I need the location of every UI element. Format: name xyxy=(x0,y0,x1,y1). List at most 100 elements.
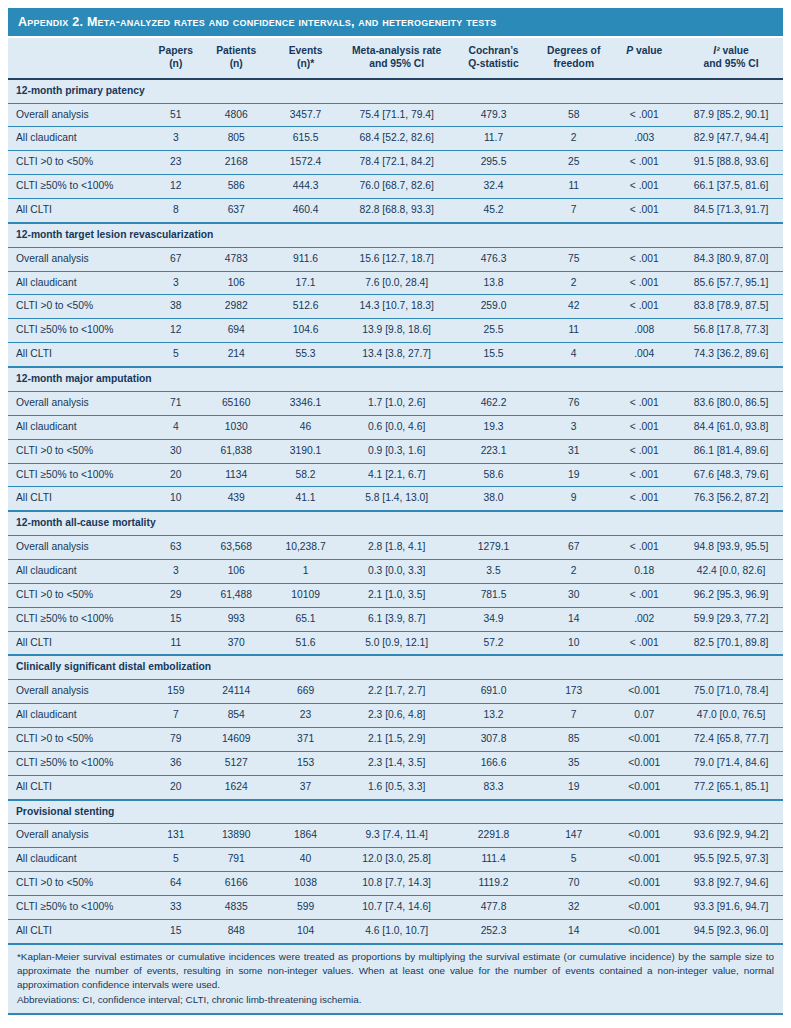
cell-df: 3 xyxy=(538,415,609,439)
cell-i2: 66.1 [37.5, 81.6] xyxy=(679,175,783,199)
cell-papers: 67 xyxy=(146,247,206,271)
cell-rate: 82.8 [68.8, 93.3] xyxy=(344,199,449,223)
cell-events: 3457.7 xyxy=(267,103,345,127)
cell-df: 19 xyxy=(538,775,609,799)
cell-events: 58.2 xyxy=(267,463,345,487)
cell-df: 32 xyxy=(538,895,609,919)
cell-patients: 5127 xyxy=(206,751,267,775)
cell-df: 14 xyxy=(538,607,609,631)
table-row: All claudicant41030460.6 [0.0, 4.6]19.33… xyxy=(8,415,783,439)
table-row: Overall analysis674783911.615.6 [12.7, 1… xyxy=(8,247,783,271)
cell-rate: 12.0 [3.0, 25.8] xyxy=(344,848,449,872)
cell-label: Overall analysis xyxy=(8,103,146,127)
cell-df: 70 xyxy=(538,872,609,896)
cell-p: .004 xyxy=(609,343,679,367)
cell-q: 1279.1 xyxy=(449,536,538,560)
cell-p: < .001 xyxy=(609,175,679,199)
section-header-row: 12-month all-cause mortality xyxy=(8,511,783,535)
cell-q: 32.4 xyxy=(449,175,538,199)
cell-rate: 2.3 [1.4, 3.5] xyxy=(344,751,449,775)
cell-rate: 5.0 [0.9, 12.1] xyxy=(344,631,449,655)
cell-patients: 63,568 xyxy=(206,536,267,560)
cell-patients: 13890 xyxy=(206,824,267,848)
cell-patients: 14609 xyxy=(206,727,267,751)
cell-papers: 71 xyxy=(146,391,206,415)
cell-label: Overall analysis xyxy=(8,247,146,271)
cell-df: 173 xyxy=(538,680,609,704)
cell-label: Overall analysis xyxy=(8,824,146,848)
cell-rate: 0.3 [0.0, 3.3] xyxy=(344,559,449,583)
cell-events: 153 xyxy=(267,751,345,775)
table-row: All claudicant310610.3 [0.0, 3.3]3.520.1… xyxy=(8,559,783,583)
cell-p: <0.001 xyxy=(609,775,679,799)
table-row: CLTI >0 to <50%382982512.614.3 [10.7, 18… xyxy=(8,295,783,319)
cell-label: CLTI >0 to <50% xyxy=(8,439,146,463)
table-row: All CLTI8637460.482.8 [68.8, 93.3]45.27<… xyxy=(8,199,783,223)
cell-rate: 2.3 [0.6, 4.8] xyxy=(344,704,449,728)
cell-patients: 61,838 xyxy=(206,439,267,463)
cell-p: < .001 xyxy=(609,391,679,415)
cell-df: 2 xyxy=(538,127,609,151)
cell-events: 37 xyxy=(267,775,345,799)
cell-events: 1038 xyxy=(267,872,345,896)
column-header-events: Events (n)* xyxy=(267,38,345,79)
cell-rate: 9.3 [7.4, 11.4] xyxy=(344,824,449,848)
section-header: 12-month all-cause mortality xyxy=(8,511,783,535)
cell-rate: 76.0 [68.7, 82.6] xyxy=(344,175,449,199)
cell-df: 67 xyxy=(538,536,609,560)
cell-q: 57.2 xyxy=(449,631,538,655)
cell-df: 10 xyxy=(538,631,609,655)
cell-label: CLTI >0 to <50% xyxy=(8,295,146,319)
cell-events: 1864 xyxy=(267,824,345,848)
table-row: All claudicant3805615.568.4 [52.2, 82.6]… xyxy=(8,127,783,151)
cell-p: < .001 xyxy=(609,536,679,560)
cell-label: All CLTI xyxy=(8,631,146,655)
table-row: Overall analysis5148063457.775.4 [71.1, … xyxy=(8,103,783,127)
cell-events: 10109 xyxy=(267,583,345,607)
cell-rate: 15.6 [12.7, 18.7] xyxy=(344,247,449,271)
cell-patients: 1030 xyxy=(206,415,267,439)
data-table: Papers (n)Patients (n)Events (n)*Meta-an… xyxy=(8,38,783,943)
cell-q: 25.5 xyxy=(449,319,538,343)
cell-rate: 1.7 [1.0, 2.6] xyxy=(344,391,449,415)
cell-patients: 637 xyxy=(206,199,267,223)
cell-i2: 83.8 [78.9, 87.5] xyxy=(679,295,783,319)
cell-label: All claudicant xyxy=(8,704,146,728)
cell-i2: 56.8 [17.8, 77.3] xyxy=(679,319,783,343)
cell-q: 1119.2 xyxy=(449,872,538,896)
cell-rate: 4.1 [2.1, 6.7] xyxy=(344,463,449,487)
cell-patients: 439 xyxy=(206,487,267,511)
cell-patients: 854 xyxy=(206,704,267,728)
cell-q: 13.2 xyxy=(449,704,538,728)
cell-patients: 65160 xyxy=(206,391,267,415)
cell-p: <0.001 xyxy=(609,919,679,942)
cell-patients: 1624 xyxy=(206,775,267,799)
column-header-q: Cochran’s Q-statistic xyxy=(449,38,538,79)
table-row: All CLTI201624371.6 [0.5, 3.3]83.319<0.0… xyxy=(8,775,783,799)
cell-p: < .001 xyxy=(609,199,679,223)
cell-events: 41.1 xyxy=(267,487,345,511)
cell-i2: 91.5 [88.8, 93.6] xyxy=(679,151,783,175)
cell-label: CLTI >0 to <50% xyxy=(8,872,146,896)
cell-q: 2291.8 xyxy=(449,824,538,848)
column-header-p: P value xyxy=(609,38,679,79)
cell-label: All CLTI xyxy=(8,343,146,367)
cell-p: 0.07 xyxy=(609,704,679,728)
cell-rate: 0.6 [0.0, 4.6] xyxy=(344,415,449,439)
cell-events: 65.1 xyxy=(267,607,345,631)
cell-q: 476.3 xyxy=(449,247,538,271)
footnotes: *Kaplan-Meier survival estimates or cumu… xyxy=(8,943,783,1015)
column-header-patients: Patients (n) xyxy=(206,38,267,79)
cell-events: 23 xyxy=(267,704,345,728)
cell-p: .008 xyxy=(609,319,679,343)
cell-df: 2 xyxy=(538,271,609,295)
cell-events: 460.4 xyxy=(267,199,345,223)
cell-events: 51.6 xyxy=(267,631,345,655)
cell-patients: 4835 xyxy=(206,895,267,919)
cell-patients: 2168 xyxy=(206,151,267,175)
table-row: Overall analysis6363,56810,238.72.8 [1.8… xyxy=(8,536,783,560)
section-header-row: 12-month primary patency xyxy=(8,79,783,103)
column-header-rate: Meta-analysis rate and 95% CI xyxy=(344,38,449,79)
cell-rate: 2.2 [1.7, 2.7] xyxy=(344,680,449,704)
cell-rate: 14.3 [10.7, 18.3] xyxy=(344,295,449,319)
